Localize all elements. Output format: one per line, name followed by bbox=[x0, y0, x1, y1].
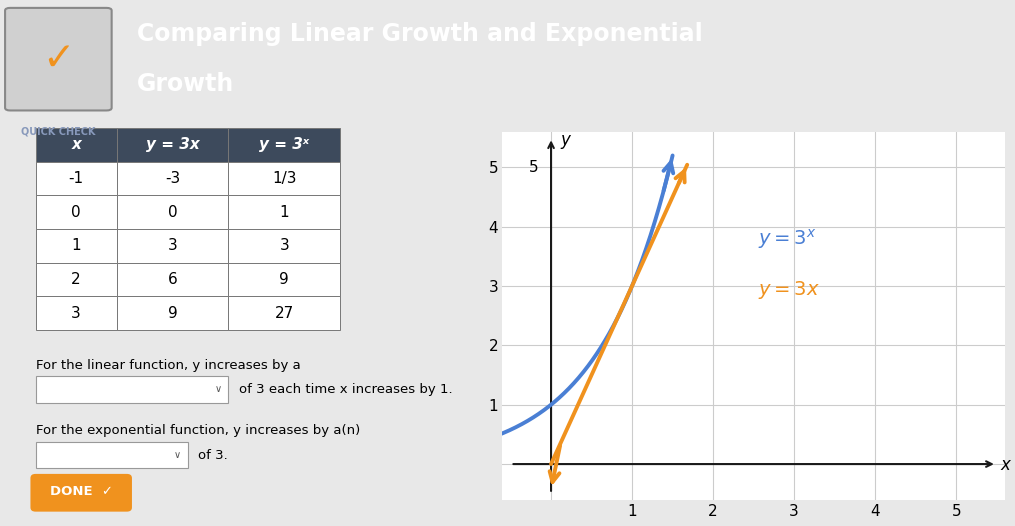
Bar bbox=[228, 229, 340, 262]
Text: For the linear function, y increases by a: For the linear function, y increases by … bbox=[36, 359, 300, 371]
Text: 27: 27 bbox=[275, 306, 293, 320]
Bar bbox=[36, 229, 117, 262]
Bar bbox=[117, 296, 228, 330]
Bar bbox=[228, 262, 340, 296]
Text: 1: 1 bbox=[279, 205, 289, 220]
Text: 5: 5 bbox=[529, 159, 539, 175]
Bar bbox=[36, 161, 117, 195]
Text: 3: 3 bbox=[279, 238, 289, 254]
Text: -3: -3 bbox=[164, 171, 181, 186]
Text: 1: 1 bbox=[71, 238, 81, 254]
Bar bbox=[117, 161, 228, 195]
Text: ✓: ✓ bbox=[42, 40, 75, 78]
Text: 9: 9 bbox=[167, 306, 178, 320]
Text: $y = 3x$: $y = 3x$ bbox=[757, 279, 820, 301]
Text: 3: 3 bbox=[167, 238, 178, 254]
Text: -1: -1 bbox=[69, 171, 83, 186]
Text: of 3 each time x increases by 1.: of 3 each time x increases by 1. bbox=[239, 383, 452, 396]
Text: 0: 0 bbox=[71, 205, 81, 220]
Text: y = 3ˣ: y = 3ˣ bbox=[259, 137, 310, 153]
Bar bbox=[117, 262, 228, 296]
Bar bbox=[228, 161, 340, 195]
Text: 3: 3 bbox=[71, 306, 81, 320]
Text: x: x bbox=[71, 137, 81, 153]
Bar bbox=[36, 128, 117, 161]
Bar bbox=[36, 442, 188, 468]
Bar bbox=[36, 262, 117, 296]
Text: 9: 9 bbox=[279, 272, 289, 287]
Bar bbox=[36, 296, 117, 330]
Bar bbox=[117, 195, 228, 229]
Text: of 3.: of 3. bbox=[198, 449, 227, 461]
Text: 0: 0 bbox=[167, 205, 178, 220]
Text: 2: 2 bbox=[71, 272, 81, 287]
Bar bbox=[117, 229, 228, 262]
Text: ∨: ∨ bbox=[174, 450, 182, 460]
Text: y: y bbox=[560, 132, 570, 149]
Text: For the exponential function, y increases by a(n): For the exponential function, y increase… bbox=[36, 424, 359, 437]
FancyBboxPatch shape bbox=[30, 474, 132, 512]
Text: QUICK CHECK: QUICK CHECK bbox=[21, 126, 95, 136]
Bar bbox=[117, 128, 228, 161]
Text: 6: 6 bbox=[167, 272, 178, 287]
Text: y = 3x: y = 3x bbox=[146, 137, 199, 153]
Text: ∨: ∨ bbox=[214, 385, 222, 394]
Bar bbox=[36, 195, 117, 229]
Text: 1/3: 1/3 bbox=[272, 171, 296, 186]
Bar bbox=[228, 296, 340, 330]
Text: Comparing Linear Growth and Exponential: Comparing Linear Growth and Exponential bbox=[137, 22, 702, 46]
Text: DONE  ✓: DONE ✓ bbox=[50, 485, 113, 499]
Bar bbox=[36, 376, 228, 403]
Bar bbox=[228, 128, 340, 161]
Text: $y = 3^x$: $y = 3^x$ bbox=[757, 227, 816, 250]
Bar bbox=[228, 195, 340, 229]
Text: Growth: Growth bbox=[137, 72, 234, 96]
Text: x: x bbox=[1001, 456, 1011, 474]
